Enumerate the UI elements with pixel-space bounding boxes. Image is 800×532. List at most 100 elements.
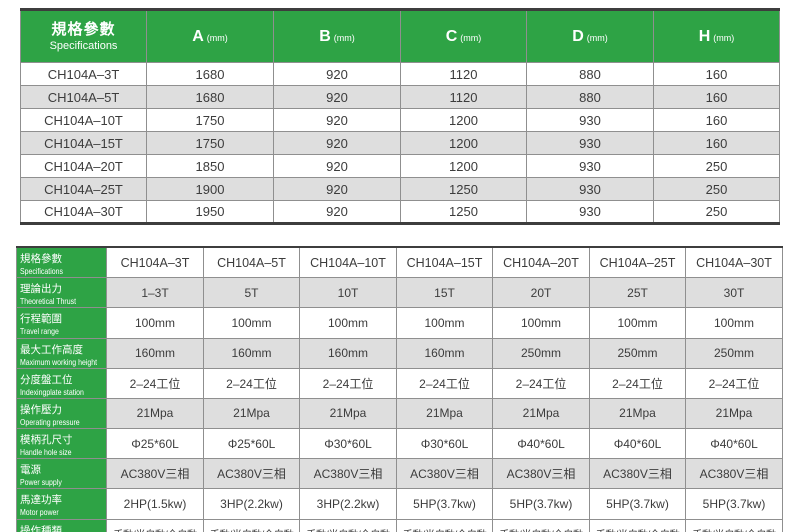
dimension-value-cell: 160 [653, 131, 780, 155]
model-column-header: CH104A–25T [589, 246, 686, 279]
attribute-label-zh: 操作壓力 [20, 403, 62, 416]
dimension-value-cell: 1750 [146, 131, 274, 155]
spec-value-cell: 5HP(3.7kw) [396, 488, 493, 520]
spec-value-cell: AC380V三相 [299, 458, 397, 490]
spec-row: 最大工作高度 Maximum working height 160mm 160mm 16… [16, 337, 783, 369]
spec-value-cell: 2–24工位 [203, 367, 300, 399]
attribute-label-zh: 理論出力 [20, 283, 62, 296]
dimension-value-cell: 1750 [146, 108, 274, 132]
spec-value-cell: Φ25*60L [106, 428, 204, 460]
spec-value-cell: 2–24工位 [589, 367, 686, 399]
spec-value-cell: 30T [685, 277, 783, 309]
model-cell: CH104A–15T [20, 131, 147, 155]
dimension-value-cell: 1120 [400, 62, 527, 86]
spec-value-cell: 160mm [396, 337, 493, 369]
dimension-value-cell: 930 [526, 131, 654, 155]
dimension-value-cell: 930 [526, 154, 654, 178]
spec-value-cell: 2–24工位 [106, 367, 204, 399]
dimensions-row: CH104A–5T 1680 920 1120 880 160 [20, 85, 780, 109]
spec-value-cell: 100mm [685, 307, 783, 339]
dimension-value-cell: 920 [273, 177, 401, 201]
spec-value-cell: AC380V三相 [589, 458, 686, 490]
dimension-value-cell: 920 [273, 62, 401, 86]
spec-value-cell: 手動/半自動/全自動 [106, 518, 204, 532]
attribute-header: 模柄孔尺寸 Handle hole size [16, 428, 107, 460]
spec-title-en: Specifications [49, 39, 118, 52]
dimension-value-cell: 1850 [146, 154, 274, 178]
attribute-label-zh: 電源 [20, 464, 41, 477]
specs-header-row: 規格參數 Specifications CH104A–3T CH104A–5T CH… [16, 246, 783, 279]
dimensions-corner-cell: 規格參數 Specifications [20, 9, 147, 63]
attribute-header: 行程範圍 Travel range [16, 307, 107, 339]
specs-title-zh: 規格參數 [20, 253, 62, 265]
spec-value-cell: Φ40*60L [589, 428, 686, 460]
spec-value-cell: 5HP(3.7kw) [589, 488, 686, 520]
column-unit: (mm) [586, 32, 608, 43]
spec-value-cell: 2–24工位 [685, 367, 783, 399]
spec-row: 分度盤工位 Indexingplate station 2–24工位 2–24工位 2–… [16, 367, 783, 399]
spec-row: 行程範圍 Travel range 100mm 100mm 100mm 100mm 100m… [16, 307, 783, 339]
column-letter: D [572, 27, 584, 45]
spec-value-cell: 5HP(3.7kw) [685, 488, 783, 520]
attribute-header: 電源 Power supply [16, 458, 107, 490]
dimension-value-cell: 1900 [146, 177, 274, 201]
dimension-value-cell: 250 [653, 177, 780, 201]
specs-title-en: Specifications [20, 266, 64, 276]
dimension-value-cell: 920 [273, 200, 401, 224]
spec-value-cell: 手動/半自動/全自動 [203, 518, 300, 532]
dimension-value-cell: 1250 [400, 177, 527, 201]
model-column-header: CH104A–3T [106, 246, 204, 279]
dimension-value-cell: 250 [653, 154, 780, 178]
spec-value-cell: 手動/半自動/全自動 [685, 518, 783, 532]
model-column-header: CH104A–30T [685, 246, 783, 279]
spec-row: 馬達功率 Motor power 2HP(1.5kw) 3HP(2.2kw) 3HP(2… [16, 488, 783, 520]
spec-value-cell: 20T [492, 277, 590, 309]
spec-value-cell: Φ30*60L [299, 428, 397, 460]
model-cell: CH104A–20T [20, 154, 147, 178]
dimension-value-cell: 930 [526, 177, 654, 201]
spec-value-cell: 手動/半自動/全自動 [396, 518, 493, 532]
attribute-header: 馬達功率 Motor power [16, 488, 107, 520]
attribute-label-en: Operating pressure [20, 416, 80, 427]
dimension-value-cell: 930 [526, 108, 654, 132]
model-column-header: CH104A–20T [492, 246, 590, 279]
spec-value-cell: 100mm [106, 307, 204, 339]
spec-value-cell: 21Mpa [685, 397, 783, 430]
column-letter: A [192, 27, 204, 45]
spec-value-cell: 160mm [299, 337, 397, 369]
attribute-header: 最大工作高度 Maximum working height [16, 337, 107, 369]
attribute-label-zh: 模柄孔尺寸 [20, 434, 73, 447]
spec-value-cell: 100mm [203, 307, 300, 339]
dimensions-row: CH104A–15T 1750 920 1200 930 160 [20, 131, 780, 155]
attribute-label-en: Power supply [20, 477, 62, 488]
attribute-label-en: Maximum working height [20, 356, 98, 367]
spec-value-cell: AC380V三相 [106, 458, 204, 490]
model-cell: CH104A–25T [20, 177, 147, 201]
spec-value-cell: Φ40*60L [685, 428, 783, 460]
dimension-value-cell: 160 [653, 62, 780, 86]
spec-value-cell: 160mm [106, 337, 204, 369]
attribute-label-zh: 馬達功率 [20, 494, 62, 507]
model-cell: CH104A–5T [20, 85, 147, 109]
dimensions-row: CH104A–20T 1850 920 1200 930 250 [20, 154, 780, 178]
spec-value-cell: 100mm [492, 307, 590, 339]
column-header-h: H (mm) [653, 9, 780, 63]
dimension-value-cell: 1950 [146, 200, 274, 224]
attribute-label-zh: 行程範圍 [20, 313, 62, 326]
dimension-value-cell: 920 [273, 131, 401, 155]
spec-value-cell: 5T [203, 277, 300, 309]
dimension-value-cell: 160 [653, 108, 780, 132]
dimension-value-cell: 1120 [400, 85, 527, 109]
spec-value-cell: 2–24工位 [492, 367, 590, 399]
spec-value-cell: 250mm [492, 337, 590, 369]
dimension-value-cell: 920 [273, 154, 401, 178]
attribute-label-en: Motor power [20, 507, 59, 518]
spec-value-cell: 2HP(1.5kw) [106, 488, 204, 520]
column-header-d: D (mm) [526, 9, 654, 63]
dimension-value-cell: 1680 [146, 85, 274, 109]
model-column-header: CH104A–10T [299, 246, 397, 279]
dimension-value-cell: 1250 [400, 200, 527, 224]
attribute-label-zh: 分度盤工位 [20, 373, 73, 386]
column-unit: (mm) [460, 32, 482, 43]
